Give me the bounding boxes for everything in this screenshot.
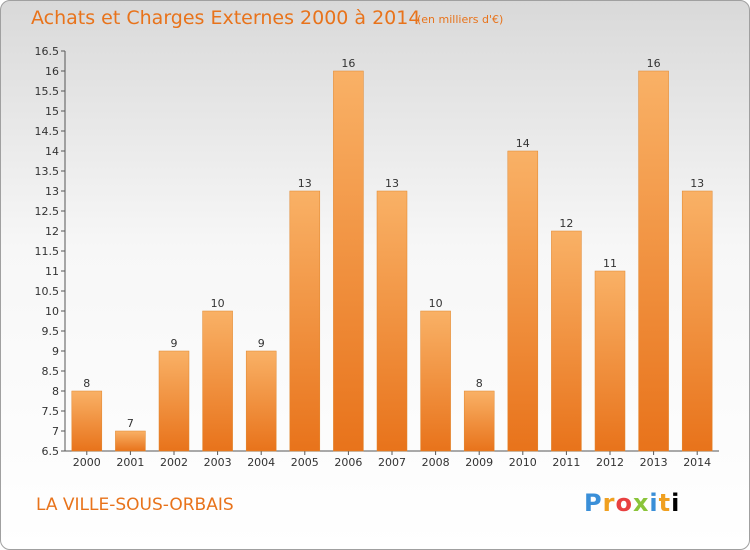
commune-name: LA VILLE-SOUS-ORBAIS [36, 495, 234, 515]
data-labels: 8 7 9 10 9 13 16 13 10 8 14 12 11 16 13 [83, 57, 704, 430]
y-tick-label: 8 [52, 385, 59, 398]
x-tick-label: 2005 [291, 456, 319, 469]
bar-value-label: 16 [341, 57, 355, 70]
bar [376, 190, 408, 452]
bar [245, 350, 277, 452]
bar-value-label: 16 [647, 57, 661, 70]
bar [202, 310, 233, 452]
bar-value-label: 12 [559, 217, 573, 230]
y-tick-label: 14.5 [35, 125, 60, 138]
bars [71, 70, 713, 452]
bar-value-label: 13 [690, 177, 704, 190]
bar [289, 190, 321, 452]
bar [71, 390, 103, 452]
y-tick-label: 11.5 [35, 245, 60, 258]
bar-value-label: 10 [429, 297, 443, 310]
bar [551, 230, 582, 452]
x-tick-label: 2004 [247, 456, 275, 469]
bar [333, 70, 364, 452]
y-tick-label: 10 [45, 305, 59, 318]
bar [594, 270, 626, 452]
x-tick-label: 2002 [160, 456, 188, 469]
x-tick-label: 2014 [683, 456, 711, 469]
y-tick-label: 12 [45, 225, 59, 238]
x-tick-label: 2007 [378, 456, 406, 469]
y-tick-label: 14 [45, 145, 59, 158]
y-axis: 6.5 7 7.5 8 8.5 9 9.5 10 10.5 11 11.5 12 12.5 13 13.5 1… [35, 45, 66, 458]
x-tick-label: 2001 [116, 456, 144, 469]
y-tick-label: 6.5 [42, 445, 60, 458]
x-tick-label: 2011 [552, 456, 580, 469]
y-tick-label: 9 [52, 345, 59, 358]
y-tick-label: 10.5 [35, 285, 60, 298]
x-tick-label: 2000 [73, 456, 101, 469]
y-tick-label: 13.5 [35, 165, 60, 178]
proxiti-logo[interactable]: Proxiti [584, 489, 681, 517]
y-tick-label: 7 [52, 425, 59, 438]
x-tick-label: 2008 [422, 456, 450, 469]
bar [158, 350, 190, 452]
bar-value-label: 10 [211, 297, 225, 310]
bar-value-label: 13 [298, 177, 312, 190]
x-tick-label: 2009 [465, 456, 493, 469]
bar-value-label: 8 [83, 377, 90, 390]
x-tick-label: 2003 [204, 456, 232, 469]
bar-value-label: 13 [385, 177, 399, 190]
y-tick-label: 8.5 [42, 365, 60, 378]
y-tick-label: 13 [45, 185, 59, 198]
bar [115, 430, 146, 452]
bar-value-label: 9 [258, 337, 265, 350]
bar-value-label: 7 [127, 417, 134, 430]
x-tick-label: 2010 [509, 456, 537, 469]
bar-value-label: 14 [516, 137, 530, 150]
x-tick-label: 2006 [334, 456, 362, 469]
bar [507, 150, 539, 452]
y-tick-label: 16 [45, 65, 59, 78]
y-tick-label: 9.5 [42, 325, 60, 338]
y-tick-label: 16.5 [35, 45, 60, 58]
bar [638, 70, 669, 452]
y-tick-label: 15 [45, 105, 59, 118]
x-tick-label: 2013 [640, 456, 668, 469]
bar [681, 190, 713, 452]
y-tick-label: 11 [45, 265, 59, 278]
bar-value-label: 11 [603, 257, 617, 270]
x-tick-label: 2012 [596, 456, 624, 469]
chart-title: Achats et Charges Externes 2000 à 2014 [31, 7, 421, 29]
bar-value-label: 8 [476, 377, 483, 390]
x-axis: 2000 2001 2002 2003 2004 2005 2006 2007 2008 2009… [65, 450, 719, 469]
bar [420, 310, 451, 452]
bar [463, 390, 495, 452]
chart-unit: (en milliers d'€) [417, 13, 504, 26]
y-tick-label: 12.5 [35, 205, 60, 218]
y-tick-label: 15.5 [35, 85, 60, 98]
bar-value-label: 9 [171, 337, 178, 350]
y-tick-label: 7.5 [42, 405, 60, 418]
